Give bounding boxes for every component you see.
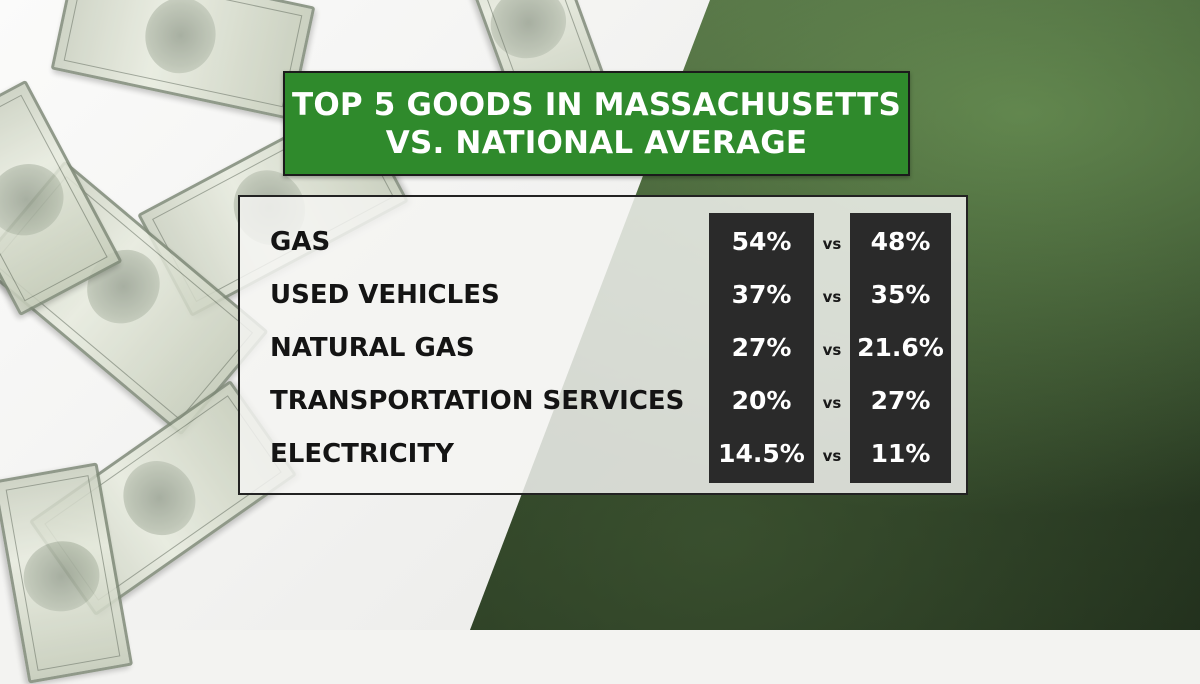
national-value: 27% bbox=[870, 386, 931, 415]
vs-label: vs bbox=[822, 447, 842, 465]
massachusetts-column bbox=[709, 213, 814, 483]
national-value: 21.6% bbox=[857, 333, 944, 362]
massachusetts-value: 37% bbox=[731, 280, 792, 309]
national-value: 48% bbox=[870, 227, 931, 256]
national-column bbox=[850, 213, 951, 483]
title-line-1: TOP 5 GOODS IN MASSACHUSETTS bbox=[291, 86, 902, 123]
row-label-natural-gas: NATURAL GAS bbox=[270, 333, 475, 363]
massachusetts-value: 27% bbox=[731, 333, 792, 362]
massachusetts-value: 20% bbox=[731, 386, 792, 415]
vs-label: vs bbox=[822, 394, 842, 412]
massachusetts-value: 54% bbox=[731, 227, 792, 256]
vs-label: vs bbox=[822, 341, 842, 359]
row-label-transportation-services: TRANSPORTATION SERVICES bbox=[270, 386, 685, 416]
massachusetts-value: 14.5% bbox=[718, 439, 805, 468]
vs-label: vs bbox=[822, 288, 842, 306]
row-label-gas: GAS bbox=[270, 227, 331, 257]
vs-label: vs bbox=[822, 235, 842, 253]
comparison-table bbox=[238, 195, 968, 495]
row-label-electricity: ELECTRICITY bbox=[270, 439, 454, 469]
national-value: 11% bbox=[870, 439, 931, 468]
national-value: 35% bbox=[870, 280, 931, 309]
title-line-2: VS. NATIONAL AVERAGE bbox=[385, 124, 808, 161]
title-banner: TOP 5 GOODS IN MASSACHUSETTS VS. NATIONA… bbox=[283, 71, 910, 176]
row-label-used-vehicles: USED VEHICLES bbox=[270, 280, 500, 310]
